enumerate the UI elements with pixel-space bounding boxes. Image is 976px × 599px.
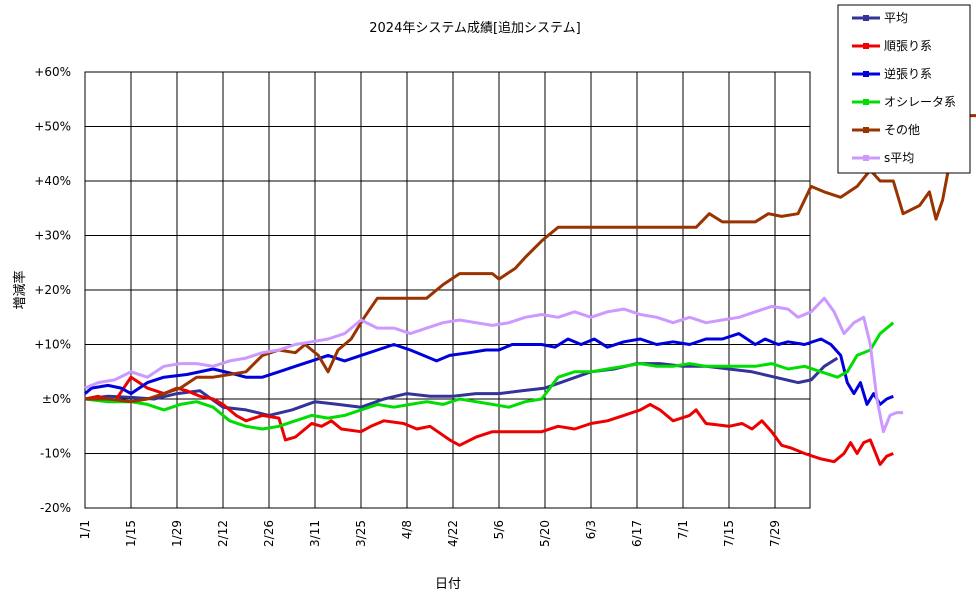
y-tick-label: +20% (34, 283, 71, 297)
y-axis-label: 増減率 (12, 270, 28, 309)
x-tick-label: 4/8 (400, 520, 414, 539)
legend-marker (863, 127, 869, 133)
legend-marker (863, 15, 869, 21)
y-tick-label: +60% (34, 65, 71, 79)
legend-box (837, 4, 971, 174)
chart-title: 2024年システム成績[追加システム] (369, 20, 580, 36)
x-tick-label: 5/20 (538, 520, 552, 547)
legend-marker (863, 99, 869, 105)
legend-label: s平均 (884, 151, 914, 165)
y-tick-label: +10% (34, 338, 71, 352)
y-tick-label: -20% (40, 501, 71, 515)
x-tick-label: 1/15 (124, 520, 138, 547)
x-tick-label: 3/25 (354, 520, 368, 547)
legend-label: 逆張り系 (884, 66, 932, 81)
legend-marker (863, 71, 869, 77)
x-axis-label: 日付 (435, 577, 461, 592)
x-tick-label: 7/15 (722, 520, 736, 547)
legend-marker (863, 155, 869, 161)
series-line-3 (84, 321, 895, 431)
x-tick-label: 7/29 (768, 520, 782, 547)
legend-label: その他 (884, 123, 920, 137)
x-tick-label: 6/3 (584, 520, 598, 539)
x-tick-label: 1/1 (78, 520, 92, 539)
legend-label: オシレータ系 (884, 95, 956, 109)
legend-label: 平均 (884, 11, 908, 25)
y-tick-label: +50% (34, 120, 71, 134)
y-tick-label: +40% (34, 174, 71, 188)
x-tick-label: 6/17 (630, 520, 644, 547)
gridlines (84, 71, 810, 509)
x-tick-label: 3/11 (308, 520, 322, 547)
y-axis-ticks: -20% -10% ±0% +10% +20% +30% +40% +50% +60% (34, 65, 71, 515)
y-tick-label: +30% (34, 229, 71, 243)
series-line-5 (84, 296, 904, 434)
x-tick-label: 2/26 (262, 520, 276, 547)
x-tick-label: 7/1 (676, 520, 690, 539)
x-axis-ticks: 1/1 1/15 1/29 2/12 2/26 3/11 3/25 4/8 4/22 5/6 5/2… (78, 520, 782, 547)
series-line-2 (84, 332, 894, 406)
y-tick-label: ±0% (42, 392, 71, 406)
x-tick-label: 5/6 (492, 520, 506, 539)
series-lines (84, 114, 976, 466)
series-line-1 (84, 375, 894, 466)
plot-area-border (84, 71, 811, 509)
x-tick-label: 4/22 (446, 520, 460, 547)
series-line-4 (85, 114, 976, 404)
legend-marker (863, 43, 869, 49)
y-tick-label: -10% (40, 447, 71, 461)
x-tick-label: 1/29 (170, 520, 184, 547)
legend-label: 順張り系 (884, 39, 932, 53)
x-tick-label: 2/12 (216, 520, 230, 547)
